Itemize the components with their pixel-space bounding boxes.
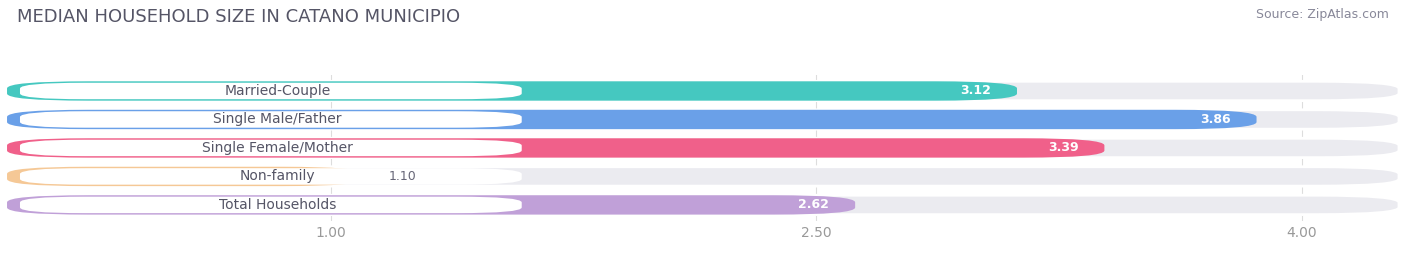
FancyBboxPatch shape: [7, 81, 1399, 101]
FancyBboxPatch shape: [7, 195, 855, 215]
FancyBboxPatch shape: [20, 111, 522, 128]
FancyBboxPatch shape: [7, 138, 1104, 158]
Text: Total Households: Total Households: [219, 198, 336, 212]
FancyBboxPatch shape: [7, 167, 363, 186]
Text: 3.12: 3.12: [960, 84, 991, 97]
Text: 3.39: 3.39: [1047, 141, 1078, 154]
Text: 3.86: 3.86: [1199, 113, 1230, 126]
FancyBboxPatch shape: [20, 83, 522, 99]
Text: Single Female/Mother: Single Female/Mother: [202, 141, 353, 155]
Text: Source: ZipAtlas.com: Source: ZipAtlas.com: [1256, 8, 1389, 21]
FancyBboxPatch shape: [20, 168, 522, 185]
FancyBboxPatch shape: [7, 195, 1399, 215]
FancyBboxPatch shape: [20, 197, 522, 213]
FancyBboxPatch shape: [20, 140, 522, 156]
FancyBboxPatch shape: [7, 167, 1399, 186]
Text: 2.62: 2.62: [799, 199, 830, 211]
FancyBboxPatch shape: [7, 138, 1399, 158]
FancyBboxPatch shape: [7, 110, 1399, 129]
FancyBboxPatch shape: [7, 110, 1257, 129]
Text: Single Male/Father: Single Male/Father: [214, 112, 342, 126]
Text: MEDIAN HOUSEHOLD SIZE IN CATANO MUNICIPIO: MEDIAN HOUSEHOLD SIZE IN CATANO MUNICIPI…: [17, 8, 460, 26]
FancyBboxPatch shape: [7, 81, 1017, 101]
Text: Non-family: Non-family: [239, 169, 315, 183]
Text: 1.10: 1.10: [389, 170, 416, 183]
Text: Married-Couple: Married-Couple: [224, 84, 330, 98]
